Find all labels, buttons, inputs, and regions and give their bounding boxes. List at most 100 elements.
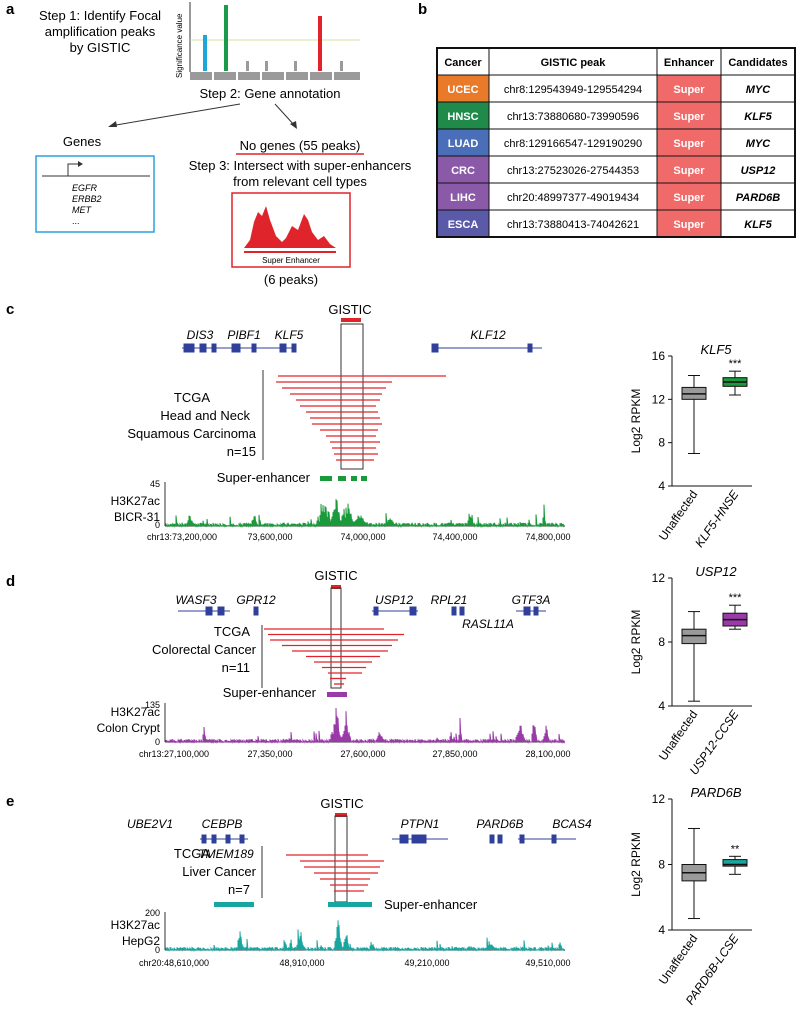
chip-d-min: 0 bbox=[155, 737, 160, 747]
chip-e-min: 0 bbox=[155, 945, 160, 955]
gene-models-d bbox=[178, 606, 546, 616]
peak-cell bbox=[488, 155, 658, 184]
enhancer-type: Super bbox=[673, 111, 705, 123]
chip-c-min: 0 bbox=[155, 520, 160, 530]
table-header-text: Enhancer bbox=[664, 57, 715, 69]
peak-cell bbox=[488, 101, 658, 130]
cancer-type: LIHC bbox=[450, 192, 476, 204]
step3-line2: from relevant cell types bbox=[233, 174, 367, 189]
six-peaks-label: (6 peaks) bbox=[264, 272, 318, 287]
chip-e-signal bbox=[165, 920, 565, 952]
tcga-e-line1: TCGA bbox=[174, 846, 210, 861]
chip-d-signal bbox=[165, 707, 565, 744]
boxplot-ytick-label: 8 bbox=[658, 635, 665, 649]
boxplot-title: KLF5 bbox=[700, 342, 732, 357]
gistic-peak-d bbox=[331, 585, 341, 589]
gene-klf5: KLF5 bbox=[275, 328, 304, 342]
arrow-head-nogenes bbox=[290, 121, 297, 129]
coord-d-1: 27,350,000 bbox=[247, 749, 292, 759]
chip-c-signal bbox=[165, 499, 565, 528]
gene-klf12: KLF12 bbox=[470, 328, 506, 342]
chip-c-line2: BICR-31 bbox=[114, 510, 160, 524]
boxplot-ylabel: Log2 RPKM bbox=[629, 389, 643, 454]
boxplot-category-label: Unaffected bbox=[656, 932, 701, 987]
enhancer-type: Super bbox=[673, 165, 705, 177]
candidate-gene: USP12 bbox=[741, 165, 776, 177]
coord-c-2: 74,000,000 bbox=[340, 532, 385, 542]
coord-d-0: chr13:27,100,000 bbox=[139, 749, 209, 759]
significance-stars: *** bbox=[729, 358, 743, 370]
gene-models-c bbox=[182, 343, 542, 353]
enhancer-type: Super bbox=[673, 192, 705, 204]
tcga-segments-d bbox=[264, 628, 404, 685]
gene-tmem189: TMEM189 bbox=[198, 847, 254, 861]
tcga-d-line3: n=11 bbox=[222, 660, 250, 675]
tcga-e-line3: n=7 bbox=[228, 882, 250, 897]
panel-a: a Step 1: Identify Focal amplification p… bbox=[6, 1, 412, 287]
coord-c-4: 74,800,000 bbox=[525, 532, 570, 542]
boxplot-ytick-label: 4 bbox=[658, 699, 665, 713]
gene-rasl11a: RASL11A bbox=[462, 617, 514, 631]
gene-ube2v1: UBE2V1 bbox=[127, 817, 173, 831]
genes-label: Genes bbox=[63, 134, 102, 149]
peak-cell bbox=[488, 74, 658, 103]
super-enhancer-d-label: Super-enhancer bbox=[223, 685, 317, 700]
gene-erbb2: ERBB2 bbox=[72, 194, 102, 204]
boxplot-title: PARD6B bbox=[690, 785, 741, 800]
peak-cell bbox=[488, 209, 658, 238]
tcga-c-line4: n=15 bbox=[227, 444, 256, 459]
tcga-c-line3: Squamous Carcinoma bbox=[127, 426, 256, 441]
enhancer-type: Super bbox=[673, 84, 705, 96]
cancer-type: CRC bbox=[451, 165, 475, 177]
table-border bbox=[436, 47, 796, 238]
peak-gray-1 bbox=[246, 61, 249, 71]
gene-rpl21: RPL21 bbox=[431, 593, 468, 607]
tcga-c-line1: TCGA bbox=[174, 390, 210, 405]
gene-pard6b: PARD6B bbox=[476, 817, 523, 831]
coord-c-0: chr13:73,200,000 bbox=[147, 532, 217, 542]
arrow-to-genes bbox=[109, 103, 241, 127]
gene-gtf3a: GTF3A bbox=[512, 593, 551, 607]
gistic-peak-c bbox=[341, 318, 361, 322]
panel-d: d GISTIC WASF3 GPR12 USP12 RPL21 GTF3A R… bbox=[6, 568, 571, 759]
gene-gpr12: GPR12 bbox=[236, 593, 276, 607]
tss-arrow-icon bbox=[67, 163, 78, 176]
gene-usp12: USP12 bbox=[375, 593, 413, 607]
boxplot-ytick-label: 12 bbox=[652, 571, 666, 585]
peak-gray-3 bbox=[294, 61, 297, 71]
boxplot-ytick-label: 12 bbox=[652, 792, 666, 806]
tcga-d-line1: TCGA bbox=[214, 624, 250, 639]
coord-e-2: 49,210,000 bbox=[404, 958, 449, 968]
chip-e-line2: HepG2 bbox=[122, 934, 160, 948]
table-header-cell bbox=[720, 47, 796, 76]
table-header-text: GISTIC peak bbox=[541, 57, 607, 69]
arrow-head-genes bbox=[108, 121, 117, 127]
candidate-gene: PARD6B bbox=[736, 192, 780, 204]
gene-cebpb: CEBPB bbox=[202, 817, 243, 831]
gene-dis3: DIS3 bbox=[187, 328, 214, 342]
boxplot-ytick-label: 8 bbox=[658, 436, 665, 450]
gene-more: ... bbox=[72, 216, 80, 226]
boxplot-category-label: Unaffected bbox=[656, 708, 701, 763]
boxplot-title: USP12 bbox=[695, 564, 737, 579]
gistic-peak: chr20:48997377-49019434 bbox=[507, 192, 639, 204]
peak-blue bbox=[203, 35, 207, 71]
enhancer-type: Super bbox=[673, 138, 705, 150]
enhancer-cell bbox=[656, 128, 722, 157]
gene-models-e bbox=[200, 834, 576, 844]
arrow-to-nogenes bbox=[274, 103, 296, 127]
super-enhancer-c-label: Super-enhancer bbox=[217, 470, 311, 485]
gistic-window-d bbox=[330, 587, 342, 689]
no-genes-label: No genes (55 peaks) bbox=[240, 138, 361, 153]
candidate-gene: KLF5 bbox=[744, 219, 772, 231]
gistic-peak: chr13:73880413-74042621 bbox=[507, 219, 639, 231]
cancer-cell bbox=[436, 182, 490, 211]
panel-b-letter: b bbox=[418, 1, 427, 18]
gene-bcas4: BCAS4 bbox=[552, 817, 592, 831]
enhancer-type: Super bbox=[673, 219, 705, 231]
step1-line3: by GISTIC bbox=[70, 40, 131, 55]
